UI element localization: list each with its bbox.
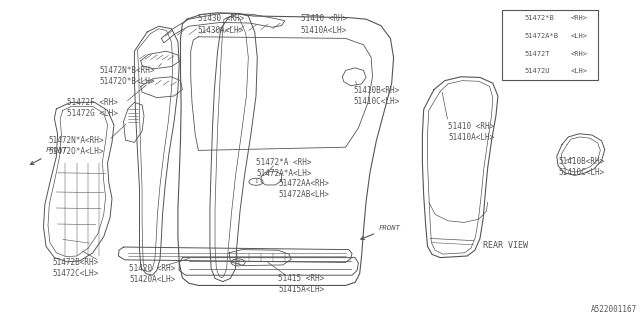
Text: 51472*A <RH>
51472A*A<LH>: 51472*A <RH> 51472A*A<LH> [256,158,312,179]
Text: 51472N*B<RH>
51472O*B<LH>: 51472N*B<RH> 51472O*B<LH> [99,66,155,86]
Text: 51410 <RH>
51410A<LH>: 51410 <RH> 51410A<LH> [301,14,347,35]
Text: FRONT: FRONT [379,225,401,231]
FancyBboxPatch shape [502,10,598,80]
Text: 51472U: 51472U [525,68,550,74]
Text: 51472N*A<RH>
51472O*A<LH>: 51472N*A<RH> 51472O*A<LH> [48,136,104,156]
Text: 1: 1 [511,25,515,30]
Text: 51420 <RH>
51420A<LH>: 51420 <RH> 51420A<LH> [129,264,175,284]
Text: 51472F <RH>
51472G <LH>: 51472F <RH> 51472G <LH> [67,98,118,118]
Text: 51472T: 51472T [525,51,550,57]
Text: 51472*B: 51472*B [525,15,554,21]
Text: 51472B<RH>
51472C<LH>: 51472B<RH> 51472C<LH> [52,258,99,278]
Text: <RH>: <RH> [571,51,588,57]
Text: 51472A*B: 51472A*B [525,33,559,39]
Text: 51410B<RH>
51410C<LH>: 51410B<RH> 51410C<LH> [353,86,399,107]
Text: <LH>: <LH> [571,33,588,39]
Text: 51472AA<RH>
51472AB<LH>: 51472AA<RH> 51472AB<LH> [278,179,329,199]
Text: 51410 <RH>
51410A<LH>: 51410 <RH> 51410A<LH> [448,122,494,142]
Text: <RH>: <RH> [571,15,588,21]
Text: FRONT: FRONT [46,147,68,153]
Text: <LH>: <LH> [571,68,588,74]
Text: 1: 1 [254,179,258,184]
Text: 51415 <RH>
51415A<LH>: 51415 <RH> 51415A<LH> [278,274,324,294]
Text: 51430 <RH>
51430A<LH>: 51430 <RH> 51430A<LH> [198,14,244,35]
Text: REAR VIEW: REAR VIEW [483,241,528,250]
Text: 2: 2 [511,60,515,65]
Text: A522001167: A522001167 [591,305,637,314]
Text: 51410B<RH>
51410C<LH>: 51410B<RH> 51410C<LH> [558,157,604,177]
Text: 2: 2 [236,260,240,265]
